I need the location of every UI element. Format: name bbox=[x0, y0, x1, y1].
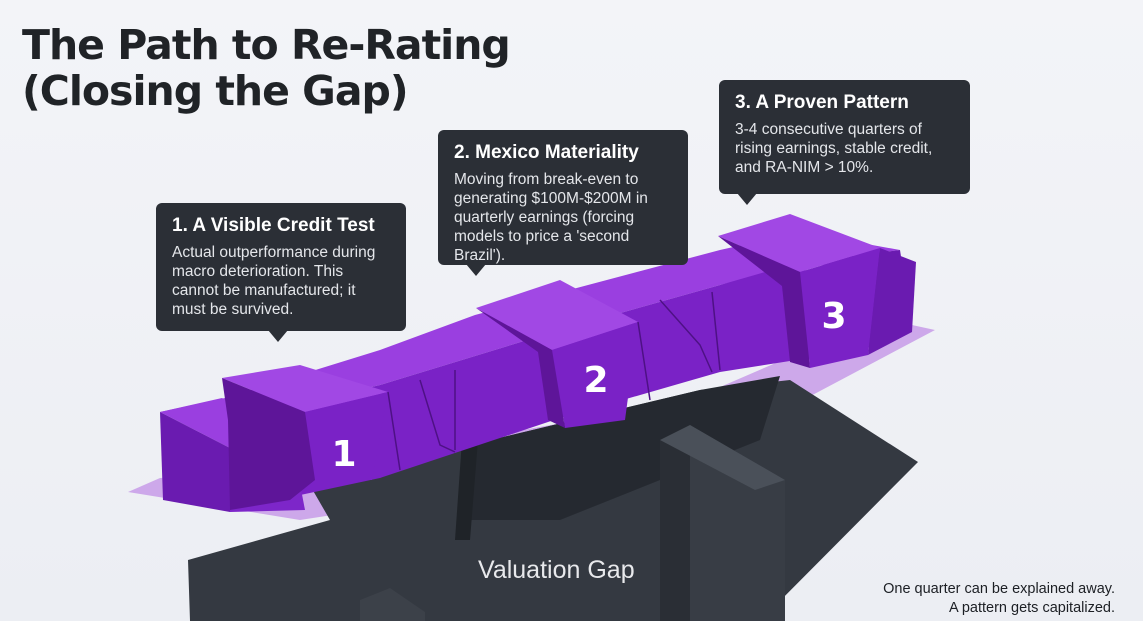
page-title: The Path to Re-Rating (Closing the Gap) bbox=[22, 21, 511, 115]
block-1-side bbox=[222, 378, 315, 510]
callout-body: Moving from break-even to generating $10… bbox=[454, 171, 648, 264]
callout-body: 3-4 consecutive quarters of rising earni… bbox=[735, 121, 933, 176]
callout-heading: 3. A Proven Pattern bbox=[735, 92, 909, 113]
footnote: One quarter can be explained away. A pat… bbox=[883, 580, 1115, 618]
callout-credit-test: 1. A Visible Credit Test Actual outperfo… bbox=[156, 203, 406, 342]
title-line-1: The Path to Re-Rating bbox=[22, 21, 511, 69]
block-3-side bbox=[718, 236, 810, 368]
callout-heading: 2. Mexico Materiality bbox=[454, 142, 639, 163]
callout-proven-pattern: 3. A Proven Pattern 3-4 consecutive quar… bbox=[719, 80, 970, 205]
pit-step bbox=[360, 588, 425, 621]
callout-heading: 1. A Visible Credit Test bbox=[172, 215, 375, 236]
block-2-number: 2 bbox=[583, 360, 608, 401]
valuation-gap-label: Valuation Gap bbox=[478, 556, 635, 584]
block-2-top bbox=[476, 280, 638, 350]
block-2-side bbox=[476, 308, 565, 428]
block-3-top bbox=[718, 214, 880, 272]
block-1-number: 1 bbox=[331, 434, 356, 475]
footnote-line-2: A pattern gets capitalized. bbox=[948, 600, 1115, 616]
left-block-front bbox=[160, 412, 230, 512]
pit-slab-top bbox=[660, 425, 785, 490]
callout-mexico-materiality: 2. Mexico Materiality Moving from break-… bbox=[438, 130, 688, 276]
block-2-front bbox=[552, 322, 638, 428]
block-1-front bbox=[305, 392, 388, 480]
title-line-2: (Closing the Gap) bbox=[22, 67, 409, 115]
bridge-seams bbox=[387, 291, 721, 471]
block-1-top bbox=[222, 365, 388, 412]
block-3-end bbox=[868, 248, 916, 355]
block-3-number: 3 bbox=[821, 296, 846, 337]
footnote-line-1: One quarter can be explained away. bbox=[883, 581, 1115, 597]
pit-slab-front bbox=[660, 425, 690, 621]
pit-shadow-wall bbox=[455, 440, 478, 540]
block-3-front bbox=[800, 248, 880, 368]
callout-body: Actual outperformance during macro deter… bbox=[172, 244, 376, 318]
pit-inner-wall bbox=[470, 376, 780, 520]
